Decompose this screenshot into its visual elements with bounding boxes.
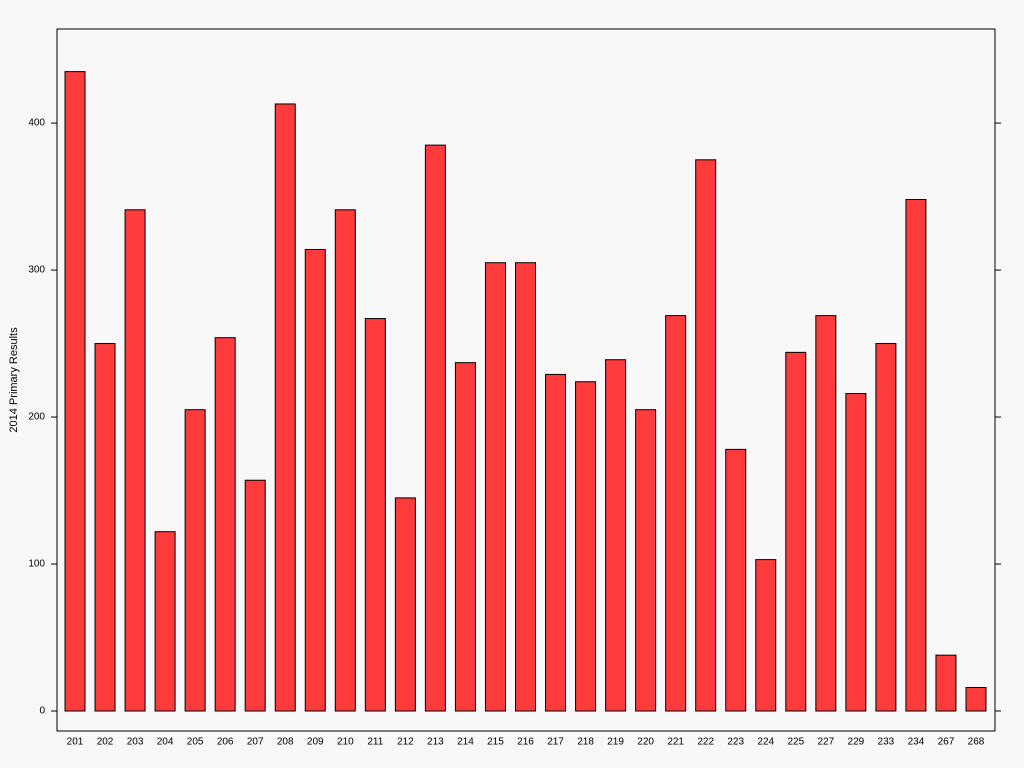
x-tick-label: 268	[968, 737, 985, 748]
bar	[845, 393, 867, 712]
x-tick-label: 216	[517, 737, 534, 748]
bar	[334, 209, 356, 712]
bar	[364, 318, 386, 712]
x-tick-label: 209	[307, 737, 324, 748]
x-tick-label: 202	[97, 737, 114, 748]
x-tick-label: 206	[217, 737, 234, 748]
x-tick-label: 205	[187, 737, 204, 748]
bar	[94, 343, 116, 712]
x-tick-label: 201	[67, 737, 84, 748]
x-tick-label: 220	[637, 737, 654, 748]
bar	[935, 654, 957, 712]
bar	[274, 103, 296, 712]
y-tick-label: 200	[28, 412, 45, 423]
x-tick-label: 233	[878, 737, 895, 748]
x-tick-label: 217	[547, 737, 564, 748]
bar	[154, 531, 176, 712]
bar	[755, 559, 777, 712]
bar	[965, 686, 987, 712]
x-tick-label: 207	[247, 737, 264, 748]
x-tick-label: 227	[817, 737, 834, 748]
bar	[575, 381, 597, 712]
bar	[394, 497, 416, 712]
bar	[905, 199, 927, 712]
bar	[214, 337, 236, 712]
x-tick-label: 210	[337, 737, 354, 748]
bar	[484, 262, 506, 712]
x-tick-label: 214	[457, 737, 474, 748]
bar	[785, 351, 807, 712]
x-tick-label: 212	[397, 737, 414, 748]
bar	[184, 409, 206, 712]
x-tick-label: 204	[157, 737, 174, 748]
x-tick-label: 222	[697, 737, 714, 748]
y-tick-label: 300	[28, 265, 45, 276]
x-tick-label: 267	[938, 737, 955, 748]
y-tick-label: 400	[28, 118, 45, 129]
x-tick-label: 218	[577, 737, 594, 748]
bar	[635, 409, 657, 712]
y-tick-label: 0	[39, 706, 45, 717]
x-tick-label: 221	[667, 737, 684, 748]
x-tick-label: 203	[127, 737, 144, 748]
bar	[124, 209, 146, 712]
bar	[695, 159, 717, 712]
bar	[545, 373, 567, 712]
bar	[725, 448, 747, 712]
x-tick-label: 223	[727, 737, 744, 748]
x-tick-label: 213	[427, 737, 444, 748]
bar	[304, 248, 326, 712]
bar	[605, 359, 627, 712]
bar	[64, 71, 86, 712]
bar	[515, 262, 536, 712]
bar	[424, 144, 446, 712]
x-tick-label: 208	[277, 737, 294, 748]
x-tick-label: 215	[487, 737, 504, 748]
y-axis-label: 2014 Primary Results	[8, 327, 20, 433]
x-tick-label: 234	[908, 737, 925, 748]
x-tick-label: 225	[787, 737, 804, 748]
y-tick-label: 100	[28, 559, 45, 570]
bar	[665, 315, 687, 712]
bar	[244, 479, 266, 712]
x-tick-label: 224	[757, 737, 774, 748]
bar	[875, 343, 897, 712]
bar	[454, 362, 476, 712]
x-tick-label: 229	[848, 737, 865, 748]
x-tick-label: 211	[367, 737, 383, 748]
x-tick-label: 219	[607, 737, 624, 748]
bar	[815, 315, 837, 712]
